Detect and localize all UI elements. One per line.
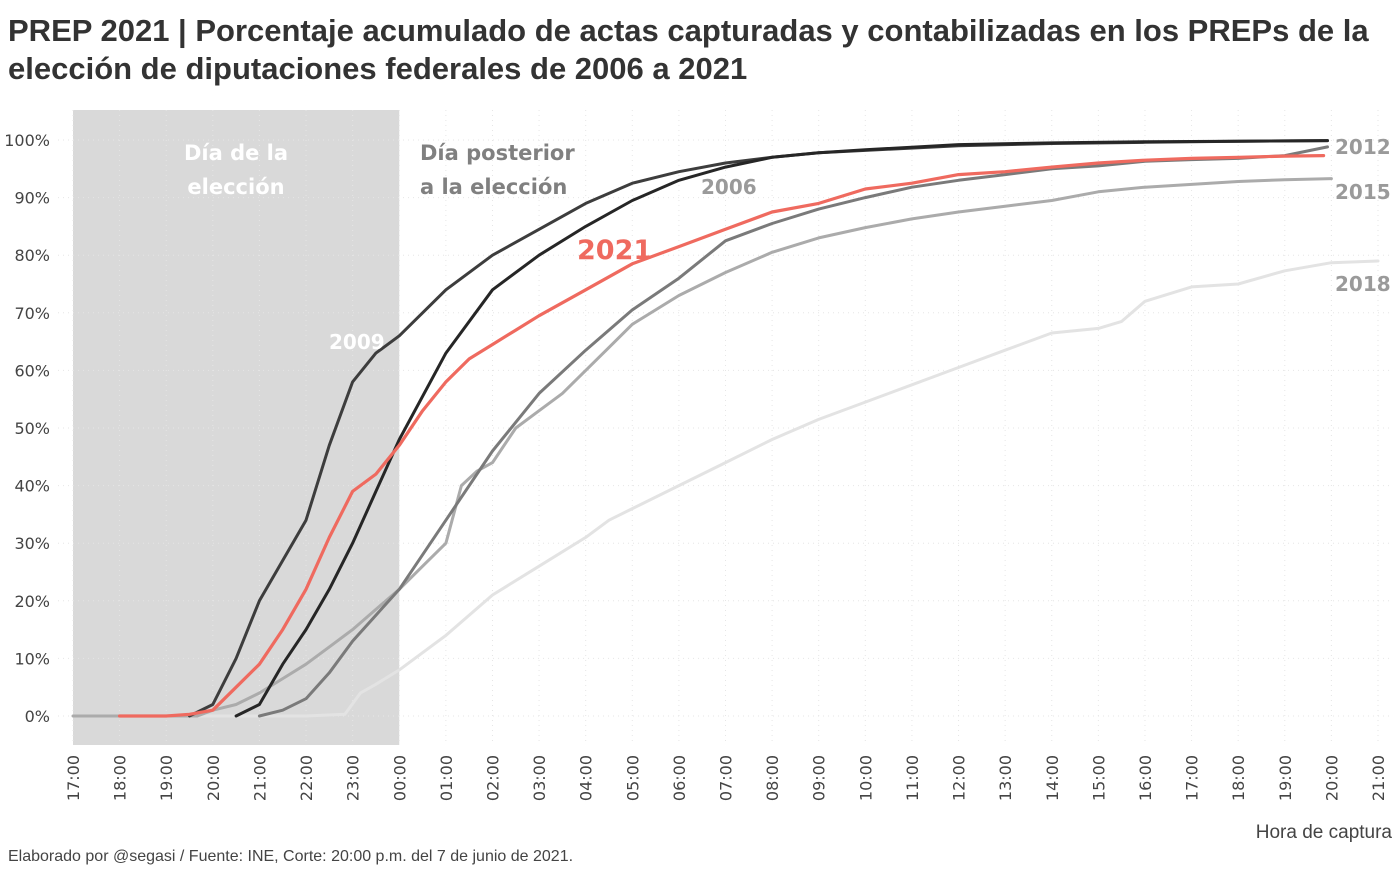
x-tick-label: 12:00 — [950, 755, 969, 801]
y-tick-label: 0% — [25, 707, 50, 726]
x-tick-label: 18:00 — [1229, 755, 1248, 801]
y-tick-label: 70% — [14, 304, 50, 323]
x-axis-label: Hora de captura — [1255, 822, 1392, 843]
y-tick-label: 40% — [14, 477, 50, 496]
x-tick-label: 17:00 — [64, 755, 83, 801]
footer-source: Elaborado por @segasi / Fuente: INE, Cor… — [8, 848, 574, 865]
grid — [58, 110, 1390, 745]
series-label-2021: 2021 — [577, 235, 652, 266]
series-label-2015: 2015 — [1335, 180, 1391, 204]
election-day-band — [73, 110, 400, 745]
x-tick-label: 06:00 — [670, 755, 689, 801]
x-tick-label: 00:00 — [390, 755, 409, 801]
x-tick-label: 04:00 — [577, 755, 596, 801]
election-day-label: Día de la elección — [184, 141, 288, 199]
x-tick-label: 20:00 — [1322, 755, 1341, 801]
x-tick-label: 23:00 — [344, 755, 363, 801]
y-tick-label: 20% — [14, 592, 50, 611]
x-tick-label: 16:00 — [1136, 755, 1155, 801]
x-tick-label: 02:00 — [483, 755, 502, 801]
x-tick-label: 14:00 — [1043, 755, 1062, 801]
y-tick-label: 90% — [14, 189, 50, 208]
series-labels: 2018 2015 2012 2009 2006 2021 — [329, 135, 1391, 354]
x-tick-label: 05:00 — [623, 755, 642, 801]
axis-ticks: 17:00 18:00 19:00 20:00 21:00 22:00 23:00 00:00… — [4, 131, 1388, 801]
series-line-2012 — [257, 145, 1329, 718]
x-tick-label: 19:00 — [157, 755, 176, 801]
y-tick-label: 30% — [14, 534, 50, 553]
y-tick-label: 100% — [4, 131, 50, 150]
x-tick-label: 08:00 — [763, 755, 782, 801]
chart-title: PREP 2021 | Porcentaje acumulado de acta… — [8, 13, 1369, 86]
y-tick-label: 50% — [14, 419, 50, 438]
x-tick-label: 10:00 — [856, 755, 875, 801]
x-tick-label: 20:00 — [204, 755, 223, 801]
y-tick-label: 80% — [14, 246, 50, 265]
x-tick-label: 13:00 — [996, 755, 1015, 801]
series-line-2018 — [195, 259, 1380, 718]
x-tick-label: 22:00 — [297, 755, 316, 801]
x-tick-label: 15:00 — [1089, 755, 1108, 801]
x-tick-label: 17:00 — [1183, 755, 1202, 801]
series-line-2006 — [234, 139, 1329, 718]
x-tick-label: 03:00 — [530, 755, 549, 801]
day-after-label: Día posterior a la elección — [420, 141, 575, 199]
x-tick-label: 11:00 — [903, 755, 922, 801]
y-tick-label: 60% — [14, 361, 50, 380]
series-lines — [71, 139, 1380, 718]
x-tick-label: 18:00 — [111, 755, 130, 801]
y-tick-label: 10% — [14, 649, 50, 668]
x-tick-label: 21:00 — [1369, 755, 1388, 801]
x-tick-label: 19:00 — [1276, 755, 1295, 801]
x-tick-label: 09:00 — [810, 755, 829, 801]
x-tick-label: 21:00 — [250, 755, 269, 801]
x-tick-label: 01:00 — [437, 755, 456, 801]
series-label-2009: 2009 — [329, 330, 385, 354]
series-label-2006: 2006 — [701, 175, 757, 199]
series-line-2021 — [118, 154, 1326, 718]
series-label-2012: 2012 — [1335, 135, 1391, 159]
series-label-2018: 2018 — [1335, 272, 1391, 296]
x-tick-label: 07:00 — [717, 755, 736, 801]
